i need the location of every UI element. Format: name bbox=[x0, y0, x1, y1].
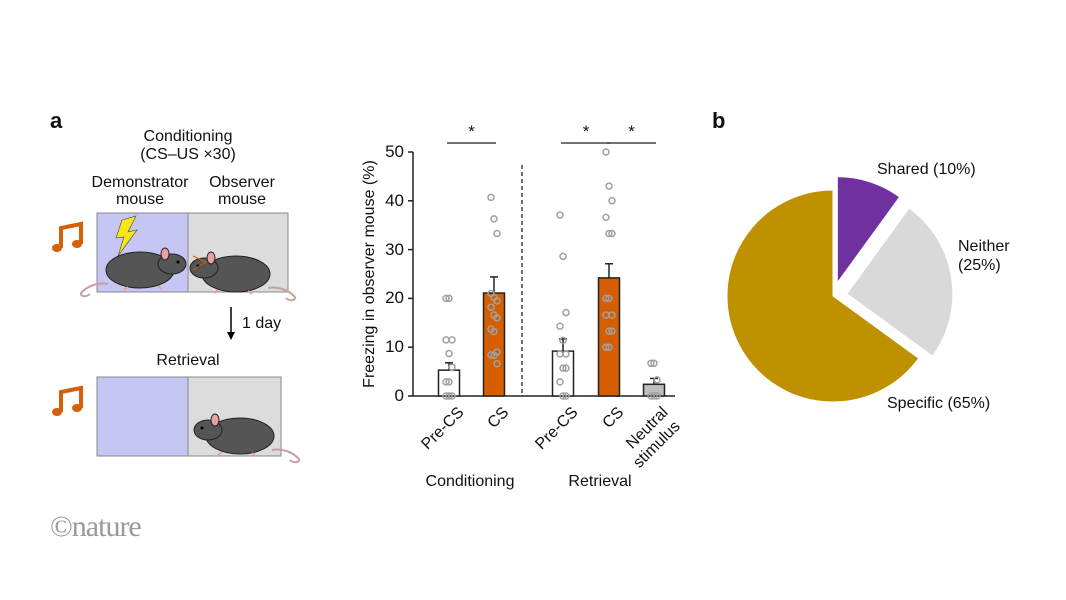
retrieval-title: Retrieval bbox=[156, 352, 220, 369]
data-point bbox=[605, 294, 613, 303]
data-point bbox=[556, 378, 564, 386]
data-point bbox=[653, 376, 661, 384]
data-point bbox=[559, 392, 567, 400]
observer-label-2: mouse bbox=[217, 191, 267, 208]
data-point bbox=[562, 364, 570, 372]
lightning-icon bbox=[115, 215, 138, 257]
gaze-lines-icon bbox=[192, 255, 208, 271]
data-point bbox=[556, 350, 564, 358]
data-point bbox=[490, 215, 498, 223]
y-tick-label: 0 bbox=[394, 386, 404, 405]
data-point bbox=[490, 327, 498, 336]
y-tick-label: 30 bbox=[385, 239, 404, 259]
y-tick-label: 10 bbox=[385, 337, 404, 357]
data-point bbox=[445, 294, 453, 303]
data-point bbox=[442, 336, 450, 344]
panel-b-label: b bbox=[712, 108, 726, 133]
data-point bbox=[448, 336, 456, 344]
demonstrator-label-2: mouse bbox=[115, 191, 165, 208]
retrieval-box bbox=[96, 376, 301, 464]
data-point bbox=[602, 213, 610, 222]
data-point bbox=[448, 363, 456, 371]
pie-label-neither-1: Neither bbox=[958, 238, 1010, 255]
observer-label-1: Observer bbox=[209, 174, 275, 191]
data-point bbox=[559, 364, 567, 372]
data-point bbox=[490, 351, 498, 360]
data-point bbox=[608, 229, 616, 238]
data-point bbox=[602, 294, 610, 303]
group-label-conditioning: Conditioning bbox=[425, 473, 515, 490]
data-point bbox=[493, 314, 501, 322]
pie-label-shared: Shared (10%) bbox=[877, 161, 976, 178]
significance-star: * bbox=[468, 122, 475, 141]
data-point bbox=[493, 297, 501, 305]
data-point bbox=[602, 311, 610, 319]
bar-chart bbox=[408, 142, 675, 400]
data-point bbox=[605, 229, 613, 238]
data-point bbox=[559, 336, 567, 345]
data-point bbox=[556, 322, 564, 330]
y-tick-label: 50 bbox=[385, 142, 404, 161]
data-point bbox=[605, 327, 613, 335]
data-point bbox=[487, 351, 495, 359]
music-note-icon bbox=[50, 222, 84, 254]
data-point bbox=[445, 392, 453, 400]
data-point bbox=[562, 392, 570, 400]
data-point bbox=[445, 349, 453, 358]
data-point bbox=[608, 327, 616, 335]
data-point bbox=[493, 229, 501, 238]
conditioning-subtitle: (CS–US ×30) bbox=[140, 146, 236, 163]
conditioning-title: Conditioning bbox=[143, 128, 233, 145]
data-point bbox=[445, 378, 453, 386]
pie-chart bbox=[726, 176, 954, 403]
y-tick-label: 40 bbox=[385, 190, 404, 210]
delay-label: 1 day bbox=[242, 315, 282, 332]
data-point bbox=[442, 294, 450, 303]
pie-label-specific: Specific (65%) bbox=[887, 395, 991, 412]
conditioning-box bbox=[79, 212, 297, 302]
data-point bbox=[602, 343, 610, 351]
pie-slice bbox=[846, 207, 954, 357]
bar bbox=[551, 350, 575, 397]
panel-a-label: a bbox=[50, 108, 63, 133]
demonstrator-label-1: Demonstrator bbox=[91, 174, 189, 191]
data-point bbox=[608, 197, 616, 205]
y-tick-label: 20 bbox=[385, 288, 404, 308]
data-point bbox=[442, 378, 450, 386]
data-point bbox=[650, 359, 658, 368]
data-point bbox=[487, 303, 495, 311]
data-point bbox=[493, 360, 501, 368]
data-point bbox=[556, 211, 564, 219]
pie-slice bbox=[836, 176, 901, 285]
data-point bbox=[602, 148, 610, 156]
data-point bbox=[559, 252, 567, 261]
data-point bbox=[653, 392, 661, 400]
pie-label-neither-2: (25%) bbox=[958, 257, 1001, 274]
nature-logo: ©nature bbox=[50, 510, 142, 543]
data-point bbox=[647, 359, 655, 368]
group-label-retrieval: Retrieval bbox=[568, 473, 632, 490]
data-point bbox=[605, 182, 613, 190]
significance-star: * bbox=[628, 122, 635, 141]
bar bbox=[597, 277, 621, 397]
pie-slice bbox=[726, 189, 920, 403]
data-point bbox=[650, 392, 658, 400]
data-point bbox=[562, 308, 570, 317]
music-note-icon bbox=[50, 386, 84, 418]
data-point bbox=[605, 343, 613, 351]
data-point bbox=[442, 392, 450, 400]
data-point bbox=[487, 193, 495, 202]
significance-star: * bbox=[582, 122, 590, 141]
